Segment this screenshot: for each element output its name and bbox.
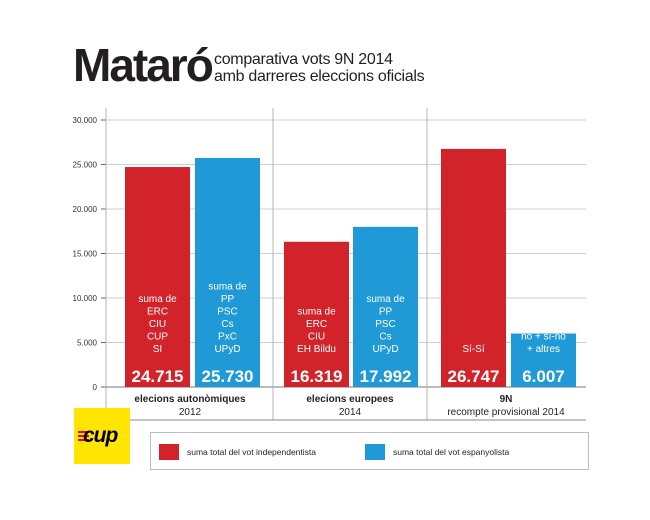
bar [511,333,576,387]
group-label: elecions autonòmiques [134,394,246,405]
subtitle-line-2: amb darreres eleccions oficials [214,68,425,85]
bar-value-label: 17.992 [360,367,412,386]
bar-party-label: no + sí-no [521,332,566,343]
bar-value-label: 6.007 [522,367,565,386]
legend: suma total del vot independentista suma … [150,432,589,470]
group-sublabel: 2012 [179,407,202,418]
y-tick-label: 10.000 [73,294,98,303]
bar-party-label: CIU [308,332,325,343]
legend-item-espanyolista: suma total del vot espanyolista [365,443,509,461]
bar-party-label: PSC [217,307,238,318]
subtitle: comparativa vots 9N 2014 amb darreres el… [214,51,425,85]
cup-logo: cup [74,408,130,464]
bar-party-label: PSC [375,319,396,330]
bar [353,226,418,387]
bar-party-label: PP [221,294,235,305]
bar-value-label: 25.730 [202,367,254,386]
cup-logo-text: cup [83,424,118,447]
bar-party-label: suma de [366,294,405,305]
bar-party-label: UPyD [372,344,398,355]
bar-party-label: suma de [138,294,177,305]
bar [284,241,349,387]
bar-party-label: SI [153,344,162,355]
title-city: Mataró [73,39,214,91]
bar-party-label: PP [379,307,393,318]
y-tick-label: 20.000 [73,205,98,214]
bar-party-label: ERC [306,319,327,330]
bar-party-label: ERC [147,307,168,318]
y-tick-label: 0 [93,383,98,392]
legend-swatch-espanyolista [365,444,385,460]
group-label: 9N [500,394,513,405]
bar-party-label: PxC [218,332,237,343]
group-label: elecions europees [306,394,394,405]
subtitle-line-1: comparativa vots 9N 2014 [214,51,393,68]
y-tick-label: 30.000 [73,116,98,125]
legend-label-independentista: suma total del vot independentista [187,447,317,457]
bar-party-label: CUP [147,332,168,343]
bar-party-label: Sí-Sí [462,344,484,355]
group-sublabel: 2014 [339,407,362,418]
bar-value-label: 24.715 [132,367,184,386]
bar-party-label: suma de [208,282,247,293]
y-tick-label: 25.000 [73,161,98,170]
bar-party-label: suma de [297,307,336,318]
y-tick-label: 15.000 [73,250,98,259]
bar [125,167,190,387]
bar [195,158,260,387]
bar-party-label: + altres [527,344,560,355]
group-sublabel: recompte provisional 2014 [447,407,565,418]
bar-value-label: 26.747 [448,367,500,386]
legend-label-espanyolista: suma total del vot espanyolista [393,447,510,457]
bar-value-label: 16.319 [291,367,343,386]
bar-party-label: CIU [149,319,166,330]
y-tick-label: 5.000 [77,339,98,348]
legend-swatch-independentista [159,444,179,460]
cup-logo-stripes [78,431,89,443]
bar-party-label: EH Bildu [297,344,336,355]
bar [441,148,506,387]
bar-party-label: Cs [379,332,391,343]
bar-party-label: UPyD [214,344,240,355]
legend-item-independentista: suma total del vot independentista [159,443,316,461]
bar-party-label: Cs [221,319,233,330]
